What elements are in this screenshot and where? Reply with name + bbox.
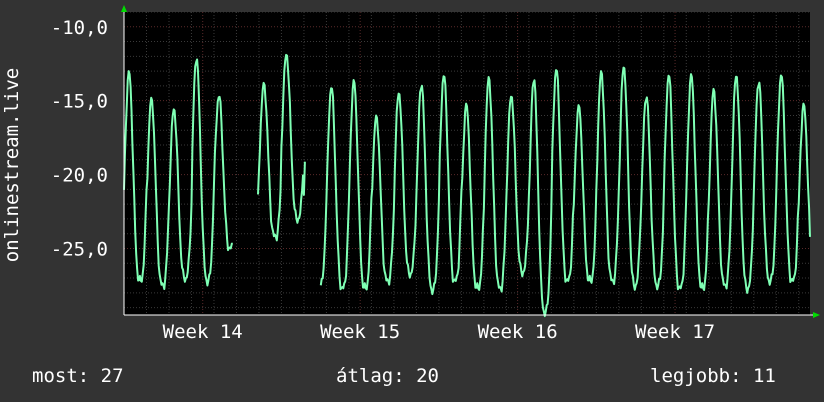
plot-area xyxy=(124,12,810,315)
x-tick-label: Week 17 xyxy=(635,321,715,343)
y-tick-label: -25,0 xyxy=(51,238,108,260)
stat-average: átlag: 20 xyxy=(336,365,439,387)
y-tick-label: -20,0 xyxy=(51,165,108,187)
y-axis-arrow-icon xyxy=(121,5,127,12)
x-axis-ticks: Week 14 Week 15 Week 16 Week 17 xyxy=(163,321,715,343)
x-tick-label: Week 15 xyxy=(320,321,400,343)
x-tick-label: Week 16 xyxy=(478,321,558,343)
series-path xyxy=(123,53,811,318)
x-axis-arrow-icon xyxy=(813,312,820,318)
y-axis-label: onlinestream.live xyxy=(1,68,23,262)
x-tick-label: Week 14 xyxy=(163,321,243,343)
stat-current: most: 27 xyxy=(32,365,124,387)
grid xyxy=(123,11,810,315)
y-tick-label: -10,0 xyxy=(51,17,108,39)
series-line xyxy=(123,53,811,318)
stat-best: legjobb: 11 xyxy=(650,365,776,387)
y-tick-label: -15,0 xyxy=(51,91,108,113)
axes xyxy=(121,5,820,318)
y-axis-ticks: -10,0 -15,0 -20,0 -25,0 xyxy=(51,17,108,261)
